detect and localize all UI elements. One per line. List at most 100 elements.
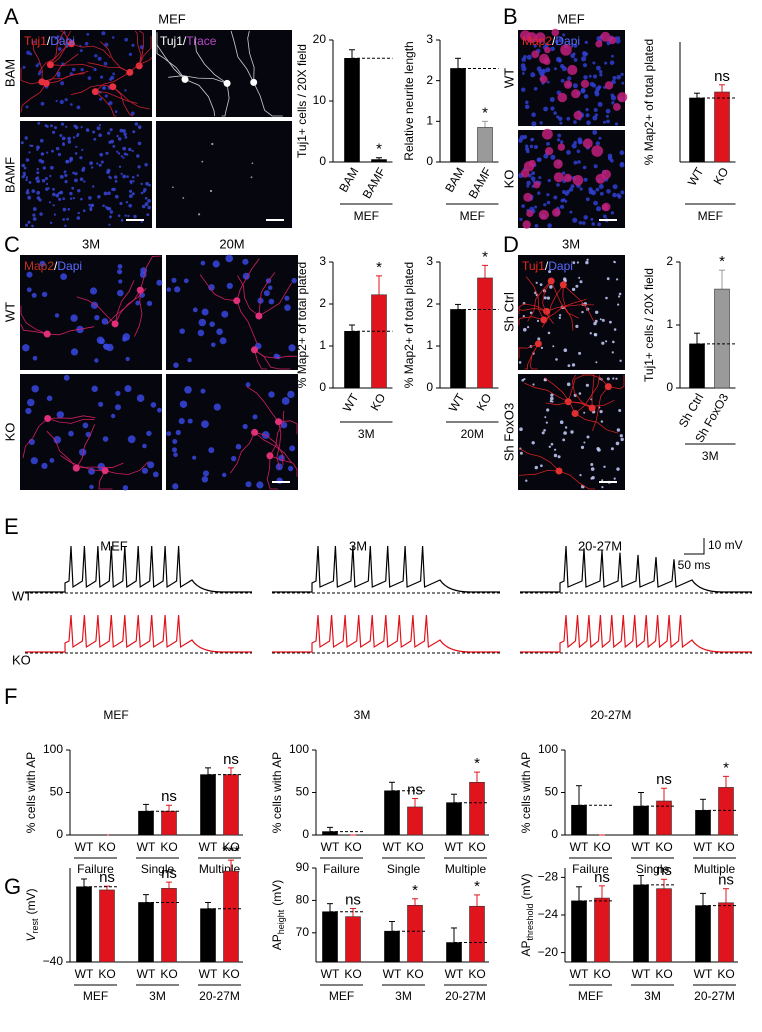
bar xyxy=(695,810,711,836)
nucleus xyxy=(146,213,150,217)
nucleus xyxy=(67,140,72,144)
nucleus xyxy=(616,74,621,80)
group-label: Failure xyxy=(572,862,609,876)
nucleus xyxy=(94,54,98,58)
x-tick-label: KO xyxy=(406,840,423,854)
bar xyxy=(718,902,734,963)
neurite xyxy=(542,280,554,325)
y-axis-label: % Map2+ of total plated xyxy=(402,262,416,388)
nucleus xyxy=(143,188,147,192)
neurite xyxy=(20,324,48,335)
nucleus xyxy=(579,474,582,477)
cell-body xyxy=(275,418,282,426)
nucleus xyxy=(571,287,576,292)
y-tick-label: 1 xyxy=(666,317,673,331)
neurite xyxy=(184,79,215,117)
voltage-trace xyxy=(520,614,752,653)
nucleus xyxy=(88,467,96,475)
nucleus xyxy=(99,97,103,101)
nucleus xyxy=(123,132,127,136)
nucleus xyxy=(532,383,535,386)
neurite xyxy=(546,304,594,312)
cell-body xyxy=(67,40,75,48)
cell-body xyxy=(588,404,596,412)
nucleus xyxy=(130,111,135,116)
y-tick-label: 0 xyxy=(426,154,433,168)
nucleus xyxy=(616,428,621,432)
nucleus xyxy=(109,176,112,180)
nucleus xyxy=(523,327,527,332)
neurite xyxy=(608,375,625,390)
nucleus xyxy=(173,362,179,369)
nucleus xyxy=(77,189,81,193)
chart-title: 20-27M xyxy=(591,708,632,722)
nucleus xyxy=(117,264,123,269)
nucleus xyxy=(562,438,566,442)
stain-label: Tuj1/Dapi xyxy=(24,34,75,48)
y-axis-label: % cells with AP xyxy=(270,752,284,833)
nucleus xyxy=(570,184,575,189)
neurite xyxy=(518,316,544,326)
nucleus xyxy=(131,43,135,47)
nucleus xyxy=(606,189,611,194)
nucleus xyxy=(551,400,554,403)
nucleus xyxy=(546,296,551,300)
nucleus xyxy=(41,291,48,298)
nucleus xyxy=(25,407,32,415)
nucleus xyxy=(102,204,105,207)
stain-part: Tuj1 xyxy=(160,34,183,48)
micrograph xyxy=(156,30,292,117)
bar xyxy=(345,916,361,963)
cell-body xyxy=(111,320,119,328)
nucleus xyxy=(563,348,568,353)
nucleus xyxy=(101,31,106,36)
nucleus xyxy=(65,125,68,128)
nucleus xyxy=(103,191,108,196)
micrograph xyxy=(20,30,152,117)
nucleus xyxy=(576,261,580,264)
significance: ns xyxy=(345,891,361,908)
y-tick-label: 3 xyxy=(426,32,433,46)
y-tick-label: 50 xyxy=(296,785,310,799)
nucleus xyxy=(184,386,192,394)
x-tick-label: BAM xyxy=(336,165,361,195)
voltage-trace xyxy=(272,614,500,653)
nucleus xyxy=(595,141,600,146)
nucleus xyxy=(573,43,578,48)
voltage-trace xyxy=(25,614,252,653)
micrograph xyxy=(20,374,162,491)
nucleus xyxy=(526,54,532,60)
nucleus xyxy=(122,333,131,341)
group-label: MEF xyxy=(578,989,603,1003)
neurite xyxy=(134,290,143,337)
significance: ns xyxy=(594,869,610,886)
nucleus xyxy=(117,289,124,297)
nucleus xyxy=(518,138,523,143)
nucleus xyxy=(174,286,181,293)
nucleus xyxy=(70,348,79,356)
nucleus xyxy=(79,177,84,181)
group-label: 20-27M xyxy=(694,989,735,1003)
nucleus xyxy=(595,40,603,48)
nucleus xyxy=(37,62,40,66)
nucleus xyxy=(620,437,624,442)
bar xyxy=(571,804,587,836)
nucleus xyxy=(32,207,37,211)
nucleus xyxy=(32,355,38,361)
neurite xyxy=(524,382,569,403)
nucleus xyxy=(122,129,126,133)
nucleus xyxy=(98,124,101,127)
nucleus xyxy=(543,153,549,159)
nucleus xyxy=(546,200,551,205)
nucleus xyxy=(604,81,614,90)
panel-letter: C xyxy=(4,232,20,257)
nucleus xyxy=(553,111,557,115)
cell-body xyxy=(43,330,51,338)
cell-body xyxy=(126,68,134,76)
nucleus xyxy=(550,396,554,401)
bar xyxy=(446,802,462,836)
nucleus xyxy=(98,133,102,137)
neurite xyxy=(76,296,116,325)
nucleus xyxy=(549,285,553,289)
stain-label: Map2/Dapi xyxy=(24,259,82,273)
